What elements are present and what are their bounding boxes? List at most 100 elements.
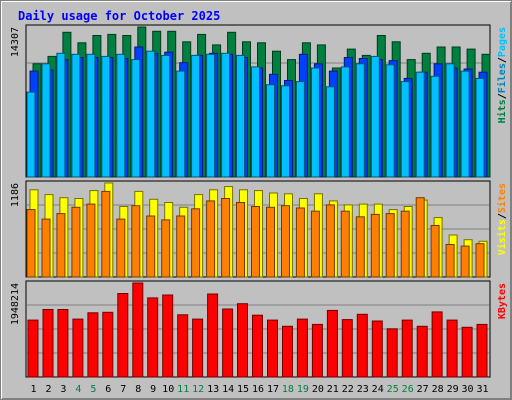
- middle-sites-bar: [206, 200, 216, 278]
- x-tick-day-8: 8: [135, 384, 141, 395]
- bottom-kbytes-bar: [371, 320, 383, 378]
- top-pages-bar: [221, 52, 231, 178]
- top-pages-bar: [116, 53, 126, 178]
- legend-separator: /: [497, 57, 508, 63]
- top-pages-bar: [475, 77, 485, 178]
- bottom-panel: 1948214 KBytes: [10, 280, 508, 378]
- x-tick-day-31: 31: [476, 384, 488, 395]
- x-tick-day-12: 12: [192, 384, 204, 395]
- bottom-kbytes-bar: [162, 294, 174, 378]
- x-tick-day-24: 24: [372, 384, 384, 395]
- x-tick-day-21: 21: [327, 384, 339, 395]
- legend-pages: Pages: [497, 27, 508, 57]
- x-tick-day-3: 3: [60, 384, 66, 395]
- top-pages-bar: [161, 54, 171, 178]
- bottom-kbytes-bar: [132, 282, 144, 378]
- top-pages-bar: [445, 63, 455, 178]
- top-pages-bar: [101, 55, 111, 178]
- middle-sites-bar: [385, 213, 395, 278]
- top-pages-bar: [355, 63, 365, 178]
- middle-sites-bar: [146, 215, 156, 278]
- bottom-kbytes-bar: [416, 325, 428, 378]
- middle-sites-bar: [56, 213, 66, 278]
- bottom-kbytes-bar: [27, 319, 39, 378]
- middle-sites-bar: [221, 198, 231, 278]
- top-pages-bar: [86, 53, 96, 178]
- x-tick-day-10: 10: [162, 384, 174, 395]
- top-pages-bar: [176, 70, 186, 178]
- middle-legend: Visits/Sites: [496, 183, 508, 255]
- middle-panel: 1186 Visits/Sites: [10, 180, 508, 278]
- middle-sites-bar: [445, 244, 455, 278]
- bottom-kbytes-bar: [57, 309, 69, 378]
- legend-separator: /: [497, 213, 508, 219]
- middle-sites-bar: [41, 218, 51, 278]
- x-tick-day-7: 7: [120, 384, 126, 395]
- top-pages-bar: [146, 50, 156, 178]
- chart-panels: 14307Hits/Files/Pages1186Visits/Sites194…: [10, 24, 508, 378]
- bottom-kbytes-bar: [102, 311, 114, 378]
- middle-sites-bar: [340, 210, 350, 278]
- top-pages-bar: [206, 53, 216, 178]
- bottom-legend: KBytes: [497, 283, 508, 319]
- legend-kbytes: KBytes: [497, 283, 508, 319]
- top-pages-bar: [191, 54, 201, 178]
- top-pages-bar: [430, 75, 440, 178]
- legend-sites: Sites: [496, 183, 508, 213]
- x-tick-day-25: 25: [387, 384, 399, 395]
- bottom-kbytes-bar: [296, 318, 308, 378]
- top-pages-bar: [266, 84, 275, 178]
- middle-sites-bar: [310, 210, 320, 278]
- legend-separator: /: [497, 93, 508, 99]
- bottom-kbytes-bar: [267, 319, 278, 378]
- top-legend: Hits/Files/Pages: [496, 27, 508, 123]
- middle-sites-bar: [460, 245, 470, 278]
- bottom-kbytes-bar: [207, 293, 219, 378]
- bottom-kbytes-bar: [72, 318, 84, 378]
- middle-y-max-label: 1186: [10, 183, 21, 207]
- x-tick-day-9: 9: [150, 384, 156, 395]
- x-tick-day-17: 17: [267, 384, 279, 395]
- x-tick-day-14: 14: [222, 384, 234, 395]
- middle-sites-bar: [325, 204, 335, 278]
- top-pages-bar: [56, 52, 66, 178]
- top-pages-bar: [400, 81, 410, 178]
- bottom-kbytes-bar: [311, 323, 323, 378]
- middle-sites-bar: [266, 206, 275, 278]
- x-axis-tick-labels: 1 2 3 4 5 6 7 8 9 10 11 12 13 14 15 16 17 18 19 20 21 22 23 24 2…: [30, 384, 488, 395]
- middle-sites-bar: [86, 203, 96, 278]
- middle-sites-bar: [26, 209, 36, 278]
- top-pages-bar: [385, 64, 395, 178]
- top-pages-bar: [71, 53, 81, 178]
- middle-sites-bar: [101, 190, 111, 278]
- top-pages-bar: [41, 63, 51, 178]
- bottom-kbytes-bar: [461, 326, 473, 378]
- top-pages-bar: [281, 85, 290, 178]
- bottom-kbytes-bar: [147, 297, 159, 378]
- middle-sites-bar: [176, 215, 186, 278]
- legend-files: Files: [496, 63, 508, 93]
- bottom-kbytes-bar: [401, 319, 413, 378]
- bottom-kbytes-bar: [222, 308, 234, 378]
- bottom-y-max-label: 1948214: [10, 283, 21, 325]
- legend-visits: Visits: [496, 219, 508, 255]
- bottom-kbytes-bar: [356, 313, 368, 378]
- middle-sites-bar: [370, 213, 380, 278]
- top-pages-bar: [295, 81, 305, 178]
- bottom-kbytes-bar: [476, 323, 488, 378]
- x-tick-day-19: 19: [297, 384, 309, 395]
- top-pages-bar: [310, 67, 320, 178]
- middle-sites-bar: [236, 202, 245, 278]
- bottom-kbytes-bar: [386, 328, 398, 378]
- chart-title: Daily usage for October 2025: [18, 9, 220, 23]
- legend-hits: Hits: [496, 99, 508, 123]
- middle-sites-bar: [400, 210, 410, 278]
- top-pages-bar: [340, 66, 350, 178]
- middle-sites-bar: [415, 197, 425, 278]
- top-pages-bar: [251, 66, 260, 178]
- top-pages-bar: [460, 70, 470, 178]
- x-tick-day-2: 2: [45, 384, 51, 395]
- top-pages-bar: [325, 86, 335, 178]
